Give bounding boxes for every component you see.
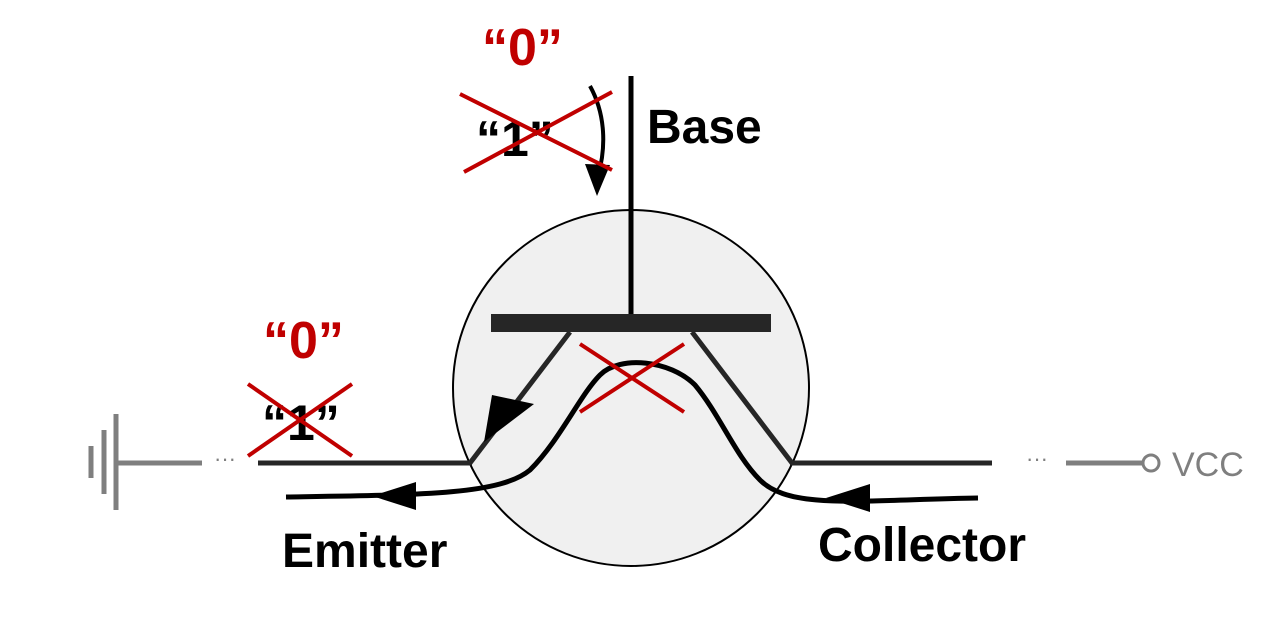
current-flow-path (285, 360, 979, 504)
base-logic-new: “0” (482, 19, 563, 77)
base-input-arrow-head (585, 164, 610, 196)
emitter-current-arrow (372, 482, 416, 510)
vcc-terminal (1066, 453, 1161, 473)
emitter-label: Emitter (282, 525, 447, 578)
collector-current-arrow (826, 484, 870, 512)
blocked-current-cross (578, 342, 686, 414)
base-label: Base (647, 101, 762, 154)
collector-label: Collector (818, 519, 1026, 572)
base-logic-cross (459, 90, 613, 174)
collector-inner-lead (690, 330, 794, 465)
emitter-inner-lead (468, 330, 572, 465)
vcc-label: VCC (1172, 446, 1244, 484)
ground-gap-dots: ··· (214, 446, 236, 471)
ground-symbol (88, 414, 202, 510)
emitter-arrow-head (484, 395, 534, 442)
vcc-gap-dots: ··· (1026, 446, 1048, 471)
emitter-logic-new: “0” (263, 312, 344, 370)
base-plate (491, 314, 771, 332)
emitter-logic-cross (246, 382, 354, 458)
